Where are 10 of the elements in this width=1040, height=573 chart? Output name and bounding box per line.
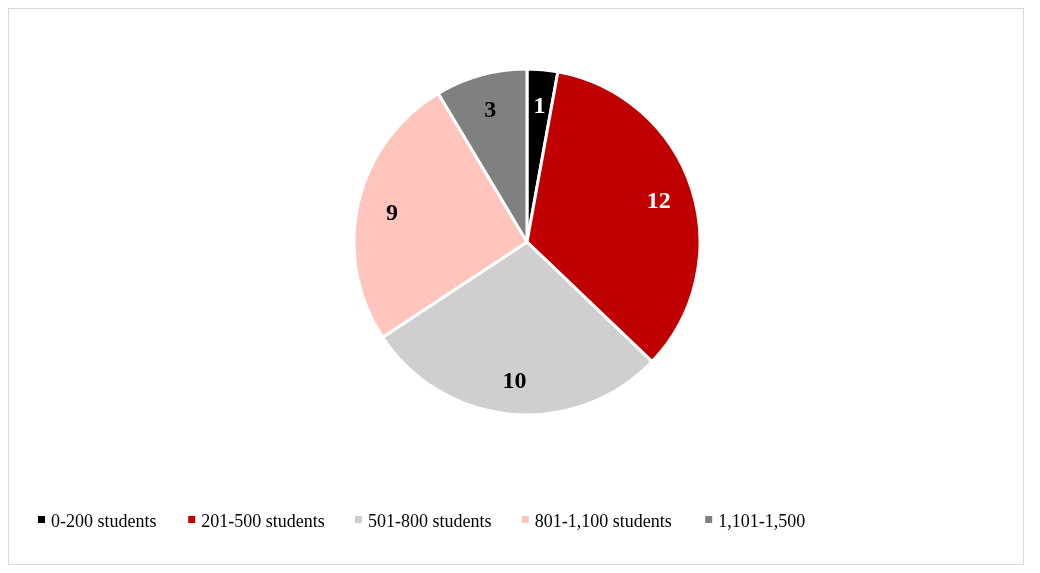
legend-label: 201-500 students [201,511,325,532]
legend-label: 1,101-1,500 [718,511,806,532]
data-label: 3 [484,95,497,122]
data-label: 9 [386,198,399,225]
data-label: 12 [646,186,671,213]
legend-label: 0-200 students [51,511,157,532]
data-label: 1 [533,91,546,118]
data-label: 10 [502,367,527,394]
legend-label: 801-1,100 students [534,511,672,532]
legend-label: 501-800 students [368,511,492,532]
